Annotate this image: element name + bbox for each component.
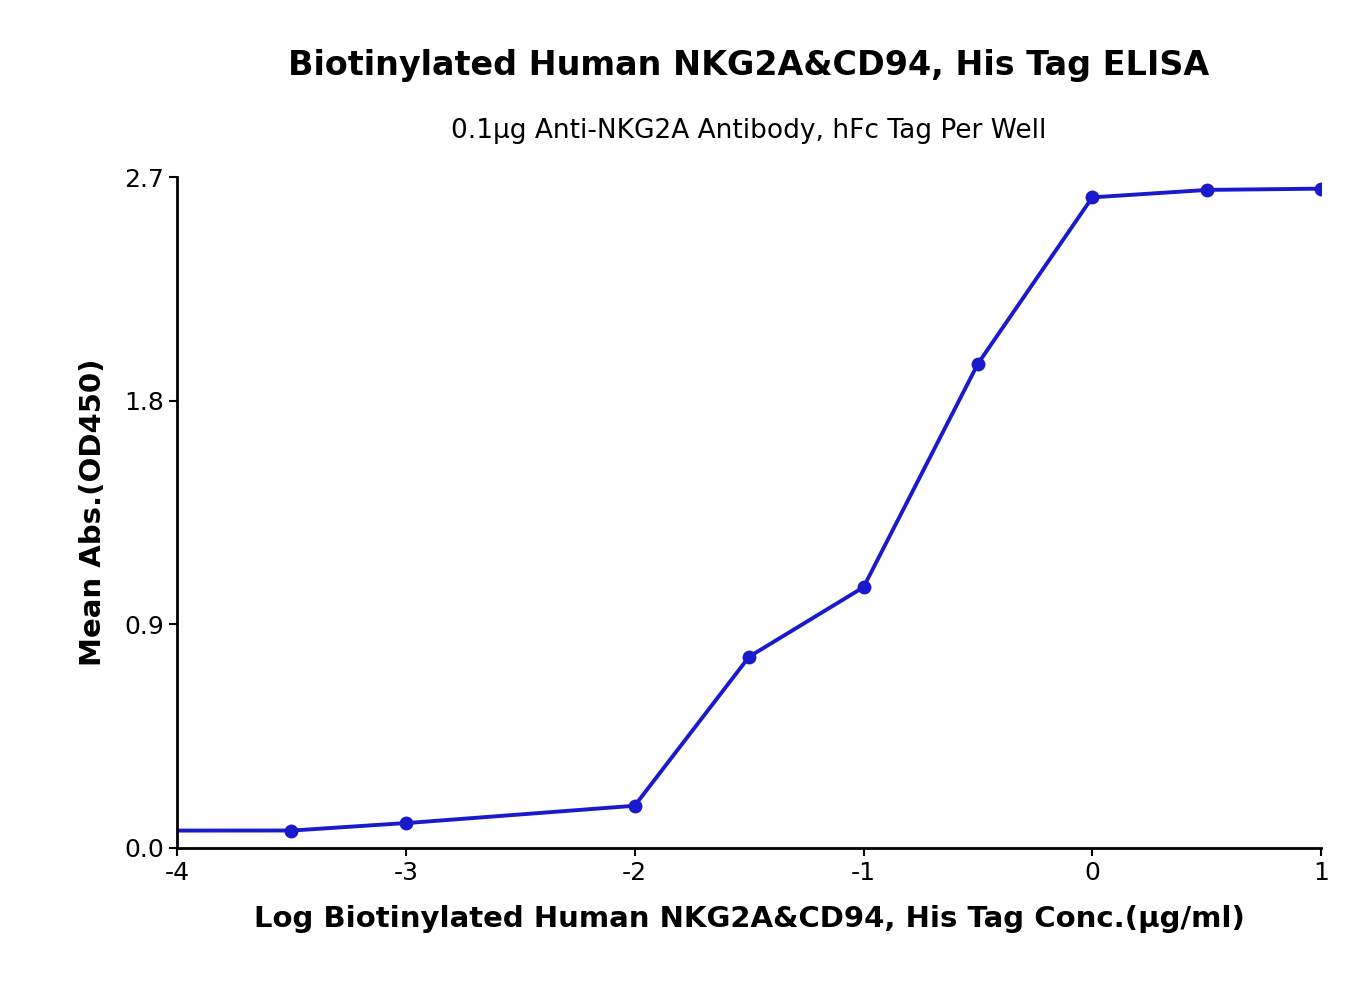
Point [853, 580, 874, 596]
Point [1081, 189, 1103, 205]
Text: 0.1μg Anti-NKG2A Antibody, hFc Tag Per Well: 0.1μg Anti-NKG2A Antibody, hFc Tag Per W… [451, 118, 1047, 144]
Text: Biotinylated Human NKG2A&CD94, His Tag ELISA: Biotinylated Human NKG2A&CD94, His Tag E… [289, 49, 1209, 82]
Point [1196, 182, 1218, 198]
Point [624, 798, 646, 813]
Point [967, 356, 989, 372]
Point [395, 815, 417, 831]
Point [281, 822, 302, 838]
Y-axis label: Mean Abs.(OD450): Mean Abs.(OD450) [79, 359, 108, 667]
Point [1310, 180, 1332, 196]
Point [738, 649, 760, 665]
X-axis label: Log Biotinylated Human NKG2A&CD94, His Tag Conc.(μg/ml): Log Biotinylated Human NKG2A&CD94, His T… [253, 904, 1245, 933]
